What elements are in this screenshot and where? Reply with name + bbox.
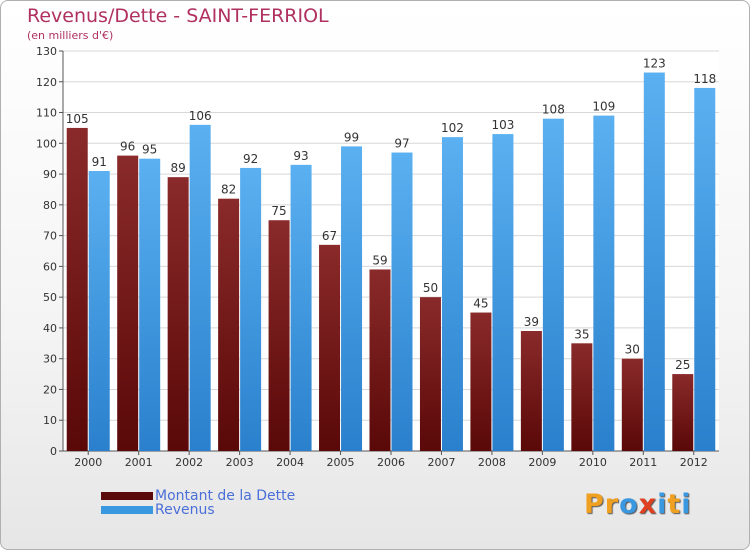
data-label-revenus: 93 bbox=[293, 149, 308, 163]
bar-dette bbox=[621, 358, 643, 451]
data-label-dette: 59 bbox=[372, 253, 387, 267]
x-tick-label: 2008 bbox=[478, 456, 506, 469]
bar-revenus bbox=[694, 87, 716, 451]
bar-dette bbox=[218, 198, 240, 451]
data-label-dette: 25 bbox=[675, 358, 690, 372]
data-label-revenus: 108 bbox=[542, 103, 565, 117]
x-tick-label: 2006 bbox=[377, 456, 405, 469]
data-label-revenus: 97 bbox=[394, 137, 409, 151]
bar-dette bbox=[672, 374, 694, 451]
data-label-dette: 82 bbox=[221, 183, 236, 197]
logo-letter: i bbox=[681, 489, 692, 520]
bar-revenus bbox=[290, 164, 312, 451]
y-tick-label: 10 bbox=[43, 414, 57, 427]
bar-revenus bbox=[88, 171, 110, 451]
data-label-revenus: 92 bbox=[243, 152, 258, 166]
y-tick-label: 40 bbox=[43, 322, 57, 335]
proxiti-logo: Proxiti bbox=[584, 489, 692, 520]
x-tick-label: 2010 bbox=[579, 456, 607, 469]
x-tick-label: 2005 bbox=[327, 456, 355, 469]
y-tick-label: 100 bbox=[36, 137, 57, 150]
data-label-dette: 30 bbox=[625, 343, 640, 357]
data-label-revenus: 95 bbox=[142, 143, 157, 157]
logo-letter: x bbox=[638, 489, 658, 520]
bar-dette bbox=[470, 312, 492, 451]
bar-revenus bbox=[643, 72, 665, 452]
data-label-dette: 67 bbox=[322, 229, 337, 243]
x-tick-label: 2001 bbox=[125, 456, 153, 469]
y-tick-label: 0 bbox=[50, 445, 57, 458]
x-tick-label: 2003 bbox=[226, 456, 254, 469]
bar-dette bbox=[117, 155, 139, 451]
plot-area bbox=[63, 51, 719, 451]
y-tick-label: 70 bbox=[43, 230, 57, 243]
legend-swatch-revenus bbox=[101, 506, 153, 514]
y-tick-label: 90 bbox=[43, 168, 57, 181]
bar-revenus bbox=[391, 152, 413, 452]
data-label-revenus: 123 bbox=[643, 57, 666, 71]
legend-label-dette: Montant de la Dette bbox=[155, 488, 296, 504]
bar-dette bbox=[520, 331, 542, 451]
x-tick-label: 2000 bbox=[74, 456, 102, 469]
data-label-dette: 50 bbox=[423, 281, 438, 295]
data-label-dette: 96 bbox=[120, 140, 135, 154]
bar-dette bbox=[66, 127, 88, 451]
bar-revenus bbox=[441, 137, 463, 451]
legend-label-revenus: Revenus bbox=[155, 502, 215, 518]
data-label-revenus: 118 bbox=[693, 72, 716, 86]
data-label-dette: 35 bbox=[574, 327, 589, 341]
bar-dette bbox=[419, 297, 441, 451]
data-label-dette: 89 bbox=[171, 161, 186, 175]
bar-dette bbox=[369, 269, 391, 451]
logo-letter: r bbox=[604, 489, 620, 520]
logo-letter: o bbox=[619, 489, 639, 520]
chart-subtitle: (en milliers d'€) bbox=[27, 29, 114, 42]
data-label-revenus: 99 bbox=[344, 130, 359, 144]
chart-title: Revenus/Dette - SAINT-FERRIOL bbox=[27, 5, 329, 27]
logo-letter: P bbox=[584, 489, 605, 520]
bar-dette bbox=[571, 343, 593, 451]
bar-dette bbox=[319, 244, 341, 451]
data-label-dette: 45 bbox=[473, 297, 488, 311]
y-tick-label: 110 bbox=[36, 107, 57, 120]
bar-revenus bbox=[542, 118, 564, 451]
data-label-revenus: 106 bbox=[189, 109, 212, 123]
y-tick-label: 80 bbox=[43, 199, 57, 212]
bar-revenus bbox=[593, 115, 615, 451]
x-tick-label: 2011 bbox=[629, 456, 657, 469]
bar-revenus bbox=[240, 167, 262, 451]
y-tick-label: 120 bbox=[36, 76, 57, 89]
y-tick-label: 30 bbox=[43, 353, 57, 366]
data-label-dette: 75 bbox=[271, 204, 286, 218]
bar-revenus bbox=[492, 134, 514, 452]
logo-letter: i bbox=[657, 489, 668, 520]
legend-item-dette: Montant de la Dette bbox=[101, 488, 295, 504]
bar-dette bbox=[268, 220, 290, 451]
data-label-revenus: 91 bbox=[92, 155, 107, 169]
data-label-dette: 105 bbox=[66, 112, 89, 126]
x-tick-label: 2007 bbox=[427, 456, 455, 469]
logo-letter: t bbox=[667, 489, 682, 520]
x-tick-label: 2009 bbox=[528, 456, 556, 469]
legend-swatch-dette bbox=[101, 492, 153, 500]
legend-item-revenus: Revenus bbox=[101, 502, 215, 518]
y-tick-label: 60 bbox=[43, 260, 57, 273]
data-label-revenus: 109 bbox=[592, 100, 615, 114]
bar-revenus bbox=[189, 124, 211, 451]
x-tick-label: 2012 bbox=[680, 456, 708, 469]
bar-revenus bbox=[341, 146, 363, 451]
data-label-revenus: 103 bbox=[491, 118, 514, 132]
data-label-dette: 39 bbox=[524, 315, 539, 329]
y-tick-label: 50 bbox=[43, 291, 57, 304]
x-tick-label: 2004 bbox=[276, 456, 304, 469]
x-tick-label: 2002 bbox=[175, 456, 203, 469]
y-tick-label: 20 bbox=[43, 383, 57, 396]
y-tick-label: 130 bbox=[36, 45, 57, 58]
data-label-revenus: 102 bbox=[441, 121, 464, 135]
bar-dette bbox=[167, 177, 189, 451]
bar-revenus bbox=[139, 158, 161, 451]
